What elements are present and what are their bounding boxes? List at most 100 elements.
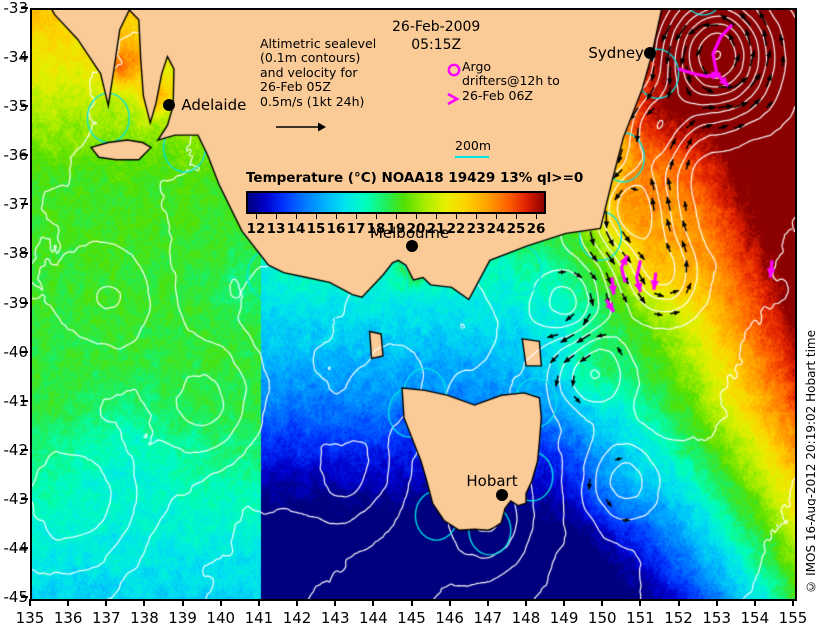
x-tick: [677, 599, 680, 606]
y-tick-label: -42: [3, 440, 29, 459]
y-tick-label: -34: [3, 48, 29, 67]
x-tick-label: 144: [359, 609, 388, 627]
y-tick-label: -45: [3, 588, 29, 606]
y-tick: [21, 105, 28, 108]
x-tick-label: 154: [740, 609, 770, 627]
colorbar-gradient: [246, 191, 546, 214]
city-label: Sydney: [588, 43, 644, 62]
y-tick: [21, 252, 28, 255]
colorbar-tick-label: 13: [266, 221, 286, 237]
x-tick: [448, 599, 451, 606]
x-tick-label: 135: [15, 609, 45, 627]
city-dot: [644, 46, 657, 59]
city-label: Adelaide: [181, 95, 247, 114]
colorbar-tick-label: 22: [446, 221, 466, 237]
colorbar-tick-label: 18: [366, 221, 386, 237]
isobath-label: 200m: [455, 138, 492, 153]
x-tick-label: 136: [53, 609, 83, 627]
argo-annotation: Argo drifters@12h to 26-Feb 06Z: [462, 59, 560, 103]
x-tick: [372, 599, 375, 606]
x-tick-label: 147: [473, 609, 503, 627]
colorbar-tick: [536, 214, 537, 219]
y-tick: [21, 497, 28, 500]
x-tick: [67, 599, 70, 606]
colorbar-tick-label: 19: [386, 221, 406, 237]
colorbar: Temperature (°C) NOAA18 19429 13% ql>=0 …: [246, 170, 584, 239]
colorbar-tick-label: 17: [346, 221, 366, 237]
x-tick: [524, 599, 527, 606]
x-tick: [105, 599, 108, 606]
velocity-scale-arrow: [276, 122, 326, 132]
colorbar-tick: [476, 214, 477, 219]
colorbar-ticks: [246, 214, 546, 220]
colorbar-tick-label: 12: [246, 221, 266, 237]
x-tick-label: 151: [626, 609, 655, 627]
y-tick-label: -43: [3, 489, 29, 508]
y-tick: [21, 596, 28, 598]
colorbar-tick: [296, 214, 297, 219]
x-tick-label: 137: [91, 609, 121, 627]
x-tick: [219, 599, 222, 606]
y-tick: [21, 448, 28, 451]
x-tick: [257, 599, 260, 606]
colorbar-tick: [276, 214, 277, 219]
colorbar-tick: [376, 214, 377, 219]
colorbar-tick: [256, 214, 257, 219]
x-tick-label: 140: [206, 609, 236, 627]
x-tick: [792, 599, 794, 606]
colorbar-tick: [316, 214, 317, 219]
colorbar-title: Temperature (°C) NOAA18 19429 13% ql>=0: [246, 170, 584, 186]
city-label: Hobart: [466, 471, 518, 490]
y-tick: [21, 399, 28, 402]
x-tick: [410, 599, 413, 606]
altimetry-annotation: Altimetric sealevel (0.1m contours) and …: [260, 36, 377, 109]
colorbar-tick-label: 14: [286, 221, 306, 237]
x-tick-label: 146: [435, 609, 464, 627]
colorbar-tick: [336, 214, 337, 219]
x-tick: [601, 599, 604, 606]
y-tick: [21, 7, 28, 9]
y-tick: [21, 56, 28, 59]
colorbar-tick: [396, 214, 397, 219]
y-tick-label: -37: [3, 195, 29, 214]
x-tick: [753, 599, 756, 606]
y-tick-label: -35: [3, 97, 29, 116]
x-tick-label: 149: [549, 609, 579, 627]
y-tick-label: -38: [3, 244, 29, 263]
colorbar-tick-label: 16: [326, 221, 346, 237]
city-dot: [405, 240, 418, 253]
colorbar-tick-label: 23: [466, 221, 486, 237]
colorbar-tick: [356, 214, 357, 219]
x-tick-label: 141: [244, 609, 274, 627]
y-tick: [21, 154, 28, 157]
date-stamp: 26-Feb-2009 05:15Z: [392, 19, 481, 53]
isobath-legend-line: [455, 156, 489, 158]
colorbar-tick: [436, 214, 437, 219]
colorbar-tick-labels: 12 13 14 15 16 17 18 19 20 21 22 23 24 25 26: [246, 221, 546, 239]
colorbar-tick-label: 24: [486, 221, 506, 237]
colorbar-tick-label: 15: [306, 221, 326, 237]
colorbar-tick-label: 20: [406, 221, 426, 237]
y-tick-label: -44: [3, 538, 29, 557]
city-label: Melbourne: [369, 224, 450, 243]
copyright-text: © IMOS 16-Aug-2012 20:19:02 Hobart time: [804, 330, 816, 594]
x-tick: [181, 599, 184, 606]
y-tick-label: -40: [3, 342, 29, 361]
x-tick-label: 148: [511, 609, 541, 627]
y-tick: [21, 301, 28, 304]
x-tick-label: 155: [778, 609, 808, 627]
x-tick-label: 143: [320, 609, 350, 627]
x-tick-label: 139: [168, 609, 197, 627]
y-tick: [21, 203, 28, 206]
y-tick-label: -39: [3, 293, 29, 312]
x-tick-label: 142: [282, 609, 312, 627]
colorbar-tick-label: 25: [506, 221, 526, 237]
map-plot-area[interactable]: 26-Feb-2009 05:15Z Altimetric sealevel (…: [30, 8, 797, 601]
x-tick-label: 152: [664, 609, 693, 627]
x-tick: [486, 599, 489, 606]
y-tick: [21, 546, 28, 549]
y-tick-label: -36: [3, 146, 29, 165]
x-tick: [563, 599, 566, 606]
x-tick-label: 145: [397, 609, 426, 627]
x-tick: [143, 599, 146, 606]
